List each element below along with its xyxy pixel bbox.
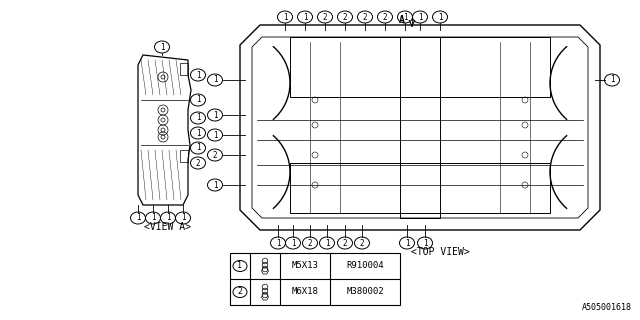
Text: 2: 2 <box>196 158 200 167</box>
Text: 2: 2 <box>342 238 348 247</box>
Text: 1: 1 <box>150 213 156 222</box>
Text: 1: 1 <box>180 213 186 222</box>
Text: M380002: M380002 <box>346 287 384 297</box>
Text: 1: 1 <box>237 261 243 270</box>
Text: M5X13: M5X13 <box>292 261 319 270</box>
Text: 2: 2 <box>342 12 348 21</box>
Text: 1: 1 <box>196 129 200 138</box>
Text: 1: 1 <box>610 76 614 84</box>
Text: R910004: R910004 <box>346 261 384 270</box>
Text: 1: 1 <box>404 238 410 247</box>
Text: 1: 1 <box>196 95 200 105</box>
Text: 1: 1 <box>196 70 200 79</box>
Text: <TOP VIEW>: <TOP VIEW> <box>411 247 469 257</box>
Text: 1: 1 <box>196 143 200 153</box>
Text: A: A <box>399 15 405 25</box>
Bar <box>180 63 188 75</box>
Text: 1: 1 <box>418 12 422 21</box>
Text: 2: 2 <box>383 12 387 21</box>
Text: 1: 1 <box>291 238 295 247</box>
Text: 1: 1 <box>324 238 330 247</box>
Text: 1: 1 <box>276 238 280 247</box>
Text: 1: 1 <box>160 43 164 52</box>
Text: 2: 2 <box>363 12 367 21</box>
Text: 1: 1 <box>196 114 200 123</box>
Text: 1: 1 <box>136 213 140 222</box>
Text: 1: 1 <box>422 238 428 247</box>
Bar <box>180 150 188 162</box>
Bar <box>290 37 550 97</box>
Text: 2: 2 <box>308 238 312 247</box>
Text: <VIEW A>: <VIEW A> <box>145 222 191 232</box>
Text: 2: 2 <box>212 150 218 159</box>
Text: M6X18: M6X18 <box>292 287 319 297</box>
Text: 2: 2 <box>237 287 243 297</box>
Text: A505001618: A505001618 <box>582 303 632 312</box>
Text: 2: 2 <box>323 12 327 21</box>
Text: 1: 1 <box>438 12 442 21</box>
Text: 1: 1 <box>212 180 218 189</box>
Text: 1: 1 <box>212 76 218 84</box>
Text: 2: 2 <box>360 238 364 247</box>
Text: 1: 1 <box>303 12 307 21</box>
Text: 1: 1 <box>283 12 287 21</box>
Text: 1: 1 <box>212 110 218 119</box>
Text: 1: 1 <box>403 12 407 21</box>
Text: 1: 1 <box>212 131 218 140</box>
Bar <box>400 37 440 218</box>
Bar <box>230 253 400 305</box>
Bar <box>290 163 550 213</box>
Text: 1: 1 <box>166 213 170 222</box>
